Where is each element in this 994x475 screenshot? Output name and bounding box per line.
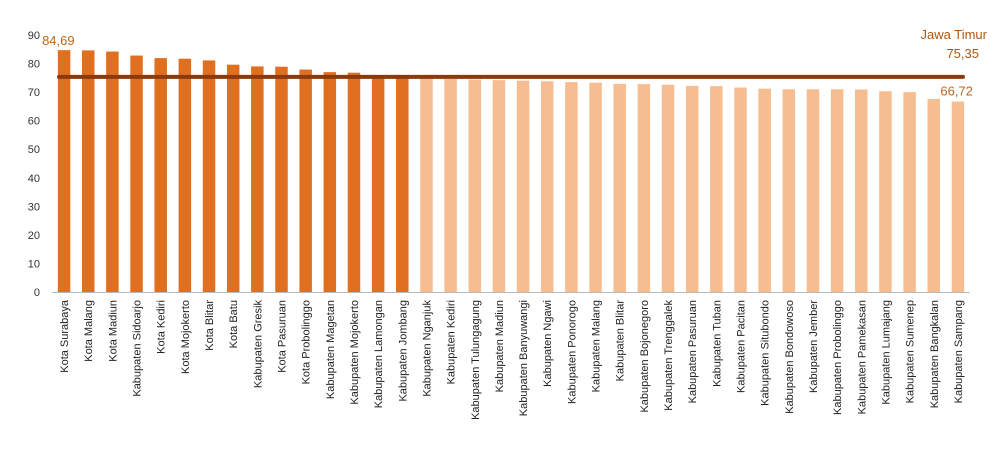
x-tick-label: Kabupaten Madiun [494,300,506,392]
y-tick-label: 90 [28,30,40,42]
x-tick-label: Kabupaten Trenggalek [663,300,675,411]
x-tick-label: Kota Malang [83,300,95,362]
bar [130,55,143,293]
y-tick-label: 80 [28,59,40,71]
bar [347,72,361,292]
y-axis: 0 10 20 30 40 50 60 70 80 90 [28,30,40,299]
data-label: 66,72 [940,83,973,98]
bar [540,81,554,292]
bar [734,87,747,292]
x-tick-label: Kabupaten Bondowoso [784,300,796,414]
x-tick-label: Kota Probolinggo [301,300,313,384]
bar [226,64,240,292]
bar [251,66,264,292]
x-tick-label: Kabupaten Pasuruan [687,300,699,403]
y-tick-label: 0 [34,287,40,299]
bar [613,83,626,292]
y-tick-label: 50 [28,144,40,156]
bar [275,66,288,292]
x-tick-label: Kota Blitar [204,300,216,351]
bar [468,79,482,292]
x-tick-label: Kabupaten Probolinggo [832,300,844,415]
x-tick-label: Kabupaten Malang [591,300,603,392]
x-tick-label: Kabupaten Sidoarjo [132,300,144,397]
reference-line-group: Jawa Timur 75,35 [57,27,988,79]
x-tick-label: Kota Mojokerto [180,300,192,374]
data-label: 84,69 [42,33,75,48]
x-tick-label: Kabupaten Pacitan [736,300,748,393]
bar [299,69,312,292]
bar [903,92,916,292]
bar [516,80,530,292]
bar [323,72,337,293]
bar [396,76,409,292]
x-tick-label: Kabupaten Pamekasan [856,300,868,414]
value-labels: 84,69 66,72 [42,33,973,98]
y-tick-label: 10 [28,258,40,270]
x-tick-label: Kabupaten Blitar [615,300,627,382]
bar [951,101,965,292]
bar [589,82,602,292]
x-tick-label: Kota Batu [228,300,240,348]
x-tick-label: Kabupaten Lamongan [373,300,385,408]
bar [154,58,167,292]
x-tick-label: Kabupaten Magetan [325,300,337,399]
bar [782,89,796,292]
y-tick-label: 30 [28,201,40,213]
x-tick-label: Kabupaten Ponorogo [566,300,578,404]
bar [855,89,868,292]
bar [758,88,771,293]
bar [685,85,699,292]
bar [806,89,820,292]
x-tick-label: Kabupaten Ngawi [542,300,554,387]
bar [81,50,95,292]
x-tick-label: Kabupaten Bangkalan [929,300,941,408]
x-tick-label: Kabupaten Nganjuk [421,300,433,397]
x-axis: Kota Surabaya Kota Malang Kota Madiun Kabup… [52,292,970,420]
bar [710,86,723,292]
y-tick-label: 60 [28,116,40,128]
x-tick-label: Kabupaten Gresik [252,300,264,389]
x-tick-label: Kota Surabaya [59,299,71,373]
x-tick-label: Kabupaten Sampang [953,300,965,403]
x-tick-label: Kabupaten Kediri [446,300,458,384]
y-tick-label: 70 [28,87,40,99]
x-tick-label: Kota Kediri [156,300,168,354]
bar [202,60,216,292]
x-tick-label: Kabupaten Situbondo [760,300,772,406]
bar [927,98,941,293]
reference-line-value: 75,35 [946,46,979,61]
x-tick-label: Kota Pasuruan [277,300,289,373]
x-tick-label: Kabupaten Sumenep [905,300,917,403]
reference-line-label: Jawa Timur [921,27,988,42]
bar [879,91,892,292]
bar [371,76,385,292]
bar [637,84,651,293]
bar [57,50,71,292]
bar [661,84,675,292]
bar [420,78,433,293]
x-tick-label: Kabupaten Bojonegoro [639,300,651,413]
x-tick-label: Kota Madiun [107,300,119,362]
bar [178,58,192,293]
bar [444,78,457,292]
x-tick-label: Kabupaten Jember [808,300,820,393]
bar [830,89,844,292]
x-tick-label: Kabupaten Tulungagung [470,300,482,420]
x-tick-label: Kabupaten Banyuwangi [518,300,530,416]
bar [492,80,506,293]
x-tick-label: Kabupaten Jombang [397,300,409,402]
bar [565,82,578,293]
y-tick-label: 40 [28,173,40,185]
bar [106,51,119,293]
bars [57,50,965,293]
x-tick-label: Kabupaten Tuban [711,300,723,387]
x-tick-label: Kabupaten Mojokerto [349,300,361,405]
x-tick-label: Kabupaten Lumajang [880,300,892,405]
y-tick-label: 20 [28,230,40,242]
